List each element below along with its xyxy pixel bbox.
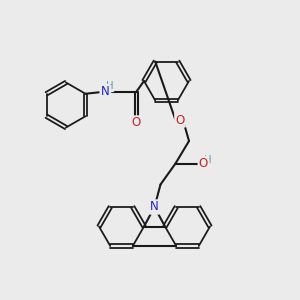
Text: H: H <box>106 81 113 91</box>
Text: O: O <box>199 157 208 170</box>
Text: N: N <box>150 200 159 214</box>
Text: O: O <box>132 116 141 130</box>
Text: H: H <box>204 155 211 165</box>
Text: O: O <box>176 113 184 127</box>
Text: N: N <box>100 85 109 98</box>
